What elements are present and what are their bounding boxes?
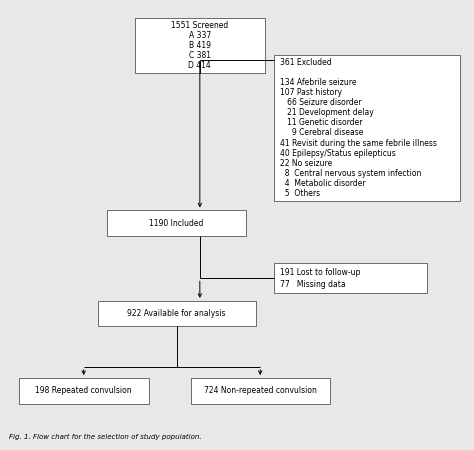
Text: D 414: D 414 [189,61,211,70]
Text: 11 Genetic disorder: 11 Genetic disorder [280,118,362,127]
Text: 66 Seizure disorder: 66 Seizure disorder [280,99,361,108]
Text: 107 Past history: 107 Past history [280,88,342,97]
Text: 77   Missing data: 77 Missing data [280,280,346,289]
FancyBboxPatch shape [135,18,265,73]
Text: 361 Excluded: 361 Excluded [280,58,331,68]
Text: 5  Others: 5 Others [280,189,320,198]
Text: 9 Cerebral disease: 9 Cerebral disease [280,129,363,138]
Text: 40 Epilepsy/Status epilepticus: 40 Epilepsy/Status epilepticus [280,148,395,157]
FancyBboxPatch shape [274,263,428,293]
FancyBboxPatch shape [274,55,460,201]
Text: 41 Revisit during the same febrile illness: 41 Revisit during the same febrile illne… [280,139,437,148]
Text: 191 Lost to follow-up: 191 Lost to follow-up [280,268,360,277]
Text: 21 Development delay: 21 Development delay [280,108,374,117]
Text: 922 Available for analysis: 922 Available for analysis [128,309,226,318]
FancyBboxPatch shape [191,378,330,404]
Text: 4  Metabolic disorder: 4 Metabolic disorder [280,179,365,188]
Text: Fig. 1. Flow chart for the selection of study population.: Fig. 1. Flow chart for the selection of … [9,434,202,440]
Text: C 381: C 381 [189,51,211,60]
Text: 134 Afebrile seizure: 134 Afebrile seizure [280,78,356,87]
FancyBboxPatch shape [107,211,246,236]
FancyBboxPatch shape [18,378,149,404]
Text: 22 No seizure: 22 No seizure [280,158,332,167]
Text: B 419: B 419 [189,41,211,50]
Text: A 337: A 337 [189,31,211,40]
Text: 724 Non-repeated convulsion: 724 Non-repeated convulsion [204,386,317,395]
Text: 1551 Screened: 1551 Screened [171,21,228,30]
Text: 198 Repeated convulsion: 198 Repeated convulsion [36,386,132,395]
Text: 8  Central nervous system infection: 8 Central nervous system infection [280,169,421,178]
FancyBboxPatch shape [98,301,255,326]
Text: 1190 Included: 1190 Included [149,219,204,228]
